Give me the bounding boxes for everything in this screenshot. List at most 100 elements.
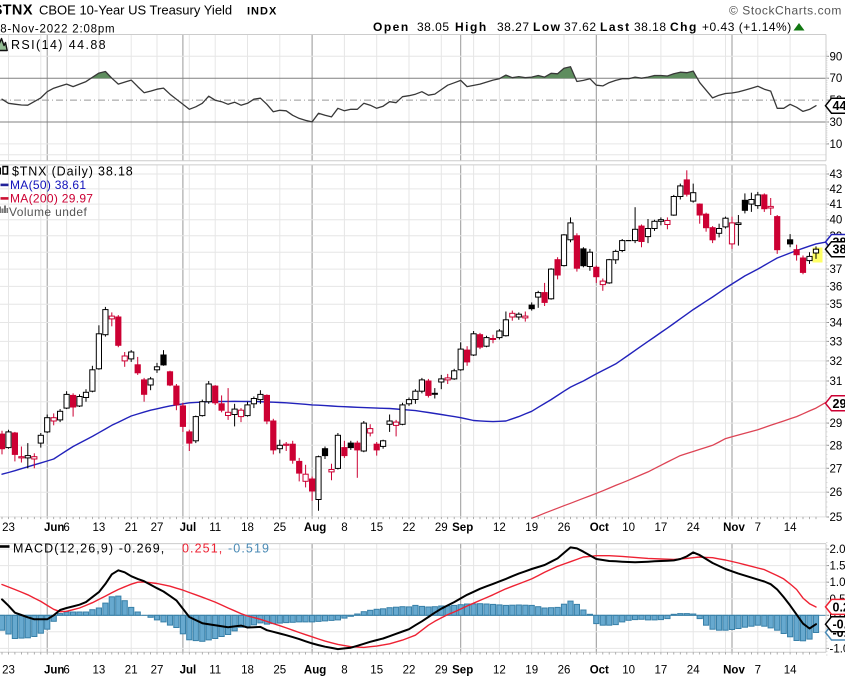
svg-text:10: 10 (830, 139, 843, 151)
svg-text:26: 26 (558, 665, 571, 677)
svg-text:37: 37 (830, 264, 843, 276)
svg-text:Chg: Chg (670, 20, 698, 34)
svg-text:6: 6 (63, 665, 69, 677)
svg-text:38.18: 38.18 (634, 20, 667, 34)
svg-text:34: 34 (830, 318, 843, 330)
svg-text:Jun: Jun (44, 522, 64, 534)
svg-text:90: 90 (830, 51, 843, 63)
svg-text:26: 26 (558, 522, 571, 534)
svg-text:27: 27 (151, 522, 164, 534)
svg-text:12: 12 (493, 522, 506, 534)
svg-text:1.0: 1.0 (830, 577, 845, 589)
svg-text:-0.519: -0.519 (228, 542, 270, 556)
svg-text:29.97: 29.97 (833, 397, 845, 411)
svg-text:© StockCharts.com: © StockCharts.com (729, 4, 842, 18)
svg-text:23: 23 (2, 665, 15, 677)
svg-text:27: 27 (151, 665, 164, 677)
svg-text:Aug: Aug (304, 522, 326, 534)
svg-text:15: 15 (370, 522, 383, 534)
svg-text:1.5: 1.5 (830, 561, 845, 573)
svg-text:22: 22 (403, 665, 416, 677)
svg-text:11: 11 (209, 665, 221, 677)
svg-text:27: 27 (830, 463, 843, 475)
svg-text:13: 13 (93, 522, 106, 534)
svg-text:23: 23 (2, 522, 15, 534)
svg-text:Sep: Sep (452, 665, 473, 677)
svg-text:38.18: 38.18 (833, 243, 845, 257)
svg-text:$TNX: $TNX (0, 3, 33, 19)
svg-text:35: 35 (830, 299, 843, 311)
svg-text:Low: Low (533, 20, 562, 34)
svg-text:36: 36 (830, 281, 843, 293)
svg-text:25: 25 (273, 522, 286, 534)
svg-text:Open: Open (373, 20, 410, 34)
svg-text:CBOE 10-Year US Treasury Yield: CBOE 10-Year US Treasury Yield (39, 3, 232, 18)
svg-text:28: 28 (830, 440, 843, 452)
svg-text:Sep: Sep (452, 522, 473, 534)
svg-text:14: 14 (784, 522, 797, 534)
svg-text:38.05: 38.05 (417, 20, 450, 34)
svg-text:Oct: Oct (590, 665, 609, 677)
svg-text:-0.269: -0.269 (833, 618, 845, 632)
svg-text:-1.0: -1.0 (830, 643, 845, 655)
svg-text:26: 26 (830, 487, 843, 499)
svg-text:RSI(14) 44.88: RSI(14) 44.88 (11, 38, 107, 52)
svg-text:Volume undef: Volume undef (9, 205, 87, 219)
svg-text:0.251: 0.251 (833, 600, 845, 614)
svg-text:MACD(12,26,9) -0.269,: MACD(12,26,9) -0.269, (13, 542, 165, 556)
svg-text:40: 40 (830, 215, 843, 227)
svg-text:19: 19 (525, 665, 538, 677)
svg-text:24: 24 (687, 665, 700, 677)
svg-text:44.88: 44.88 (833, 99, 845, 113)
svg-text:10: 10 (622, 522, 635, 534)
svg-text:INDX: INDX (247, 6, 277, 18)
svg-text:24: 24 (687, 522, 700, 534)
svg-text:18-Nov-2022 2:08pm: 18-Nov-2022 2:08pm (0, 24, 115, 36)
svg-text:7: 7 (755, 522, 761, 534)
svg-text:13: 13 (93, 665, 106, 677)
svg-text:33: 33 (830, 336, 843, 348)
svg-text:8: 8 (341, 665, 347, 677)
svg-text:Jul: Jul (180, 665, 197, 677)
svg-text:7: 7 (755, 665, 761, 677)
svg-text:17: 17 (655, 522, 668, 534)
svg-text:25: 25 (273, 665, 286, 677)
svg-text:Last: Last (600, 20, 631, 34)
svg-text:Jun: Jun (44, 665, 64, 677)
svg-text:14: 14 (784, 665, 797, 677)
svg-text:$TNX (Daily) 38.18: $TNX (Daily) 38.18 (12, 165, 134, 179)
svg-text:43: 43 (830, 169, 843, 181)
svg-text:12: 12 (493, 665, 506, 677)
svg-text:High: High (455, 20, 488, 34)
svg-text:15: 15 (370, 665, 383, 677)
svg-text:+0.43 (+1.14%): +0.43 (+1.14%) (702, 20, 792, 34)
svg-text:38.27: 38.27 (497, 20, 530, 34)
svg-text:17: 17 (655, 665, 668, 677)
svg-text:Aug: Aug (304, 665, 326, 677)
svg-text:Nov: Nov (723, 665, 745, 677)
svg-text:29: 29 (435, 522, 448, 534)
svg-text:30: 30 (830, 117, 843, 129)
svg-text:18: 18 (241, 665, 254, 677)
svg-text:MA(200) 29.97: MA(200) 29.97 (10, 192, 93, 206)
svg-text:2.0: 2.0 (830, 544, 845, 556)
svg-text:Jul: Jul (180, 522, 197, 534)
svg-text:Oct: Oct (590, 522, 609, 534)
svg-text:0.251,: 0.251, (182, 542, 223, 556)
svg-text:29: 29 (830, 418, 843, 430)
svg-text:21: 21 (125, 522, 138, 534)
svg-text:MA(50) 38.61: MA(50) 38.61 (10, 178, 86, 192)
svg-text:6: 6 (63, 522, 69, 534)
svg-text:70: 70 (830, 73, 843, 85)
svg-text:42: 42 (830, 184, 843, 196)
svg-text:32: 32 (830, 356, 843, 368)
svg-text:18: 18 (241, 522, 254, 534)
svg-text:19: 19 (525, 522, 538, 534)
svg-text:37.62: 37.62 (564, 20, 597, 34)
svg-text:10: 10 (622, 665, 635, 677)
svg-text:Nov: Nov (723, 522, 745, 534)
svg-text:22: 22 (403, 522, 416, 534)
svg-text:25: 25 (830, 512, 843, 524)
svg-text:41: 41 (830, 199, 843, 211)
svg-text:31: 31 (830, 376, 843, 388)
